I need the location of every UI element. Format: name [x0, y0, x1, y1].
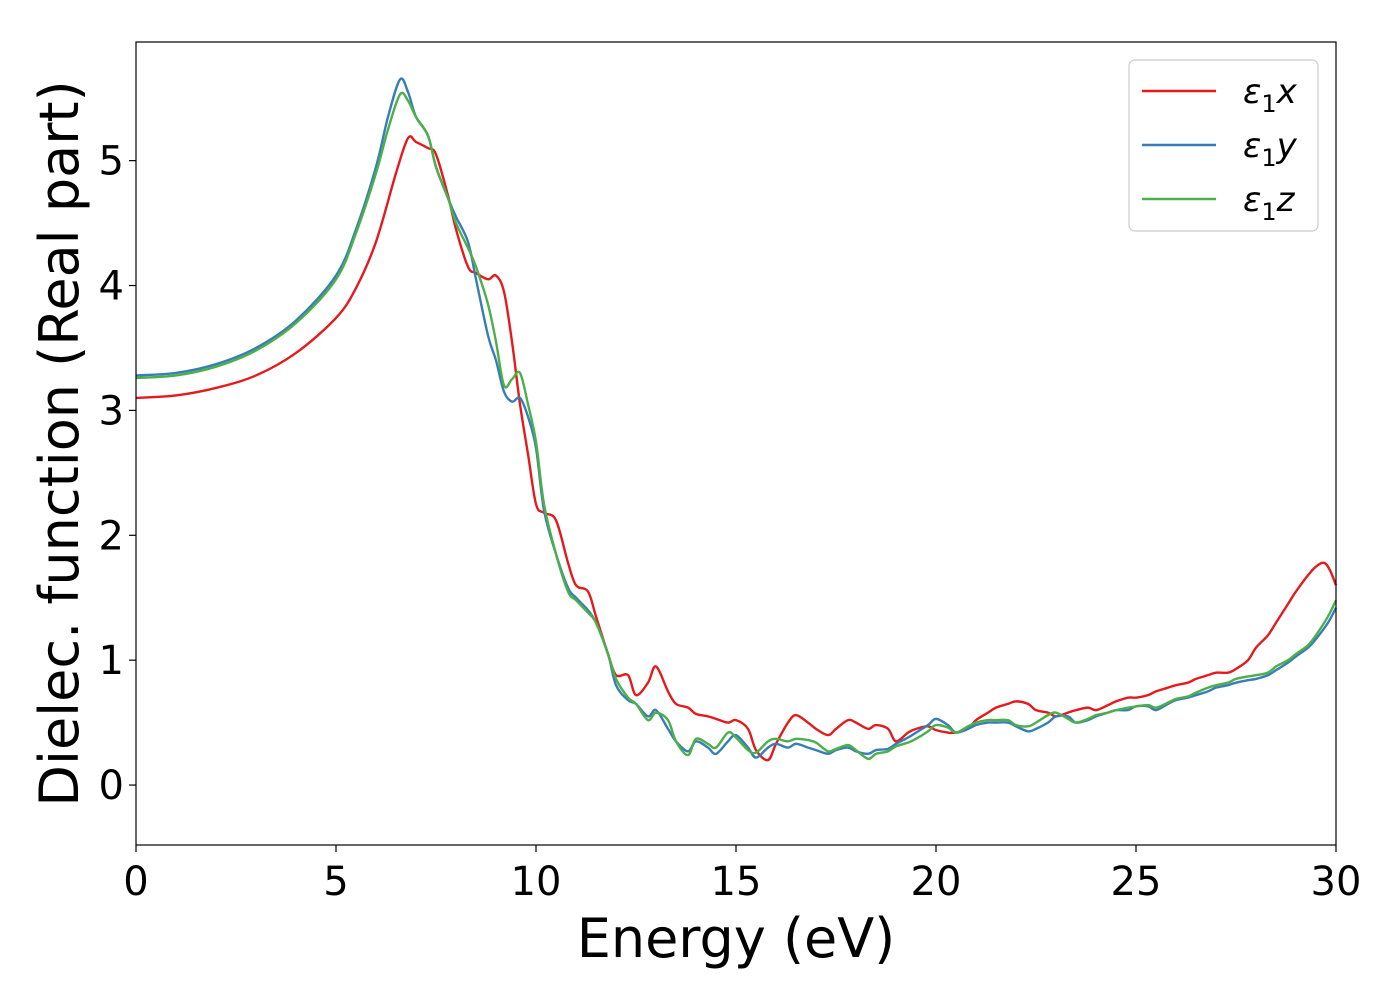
legend-label-z: ε1z	[1243, 180, 1296, 226]
legend-label-y: ε1y	[1243, 126, 1298, 172]
series-line-y	[135, 77, 1338, 759]
y-axis-title: Dielec. function (Real part)	[28, 80, 91, 806]
x-tick-label: 20	[911, 859, 962, 905]
y-tick-label: 1	[99, 638, 124, 684]
y-tick-label: 4	[99, 264, 124, 310]
x-tick-label: 10	[511, 859, 562, 905]
y-tick-label: 0	[99, 763, 124, 809]
legend: ε1x ε1y ε1z	[1128, 59, 1319, 232]
x-tick-label: 15	[711, 859, 762, 905]
y-tick-label: 5	[99, 139, 124, 185]
x-tick-label: 0	[123, 859, 148, 905]
x-axis-title: Energy (eV)	[577, 907, 896, 970]
series-line-z	[135, 91, 1338, 761]
y-tick-label: 3	[99, 388, 124, 434]
x-tick-label: 25	[1111, 859, 1162, 905]
series-layer	[135, 77, 1338, 762]
legend-label-x: ε1x	[1243, 72, 1298, 118]
series-line-x	[135, 135, 1338, 762]
x-tick-label: 5	[323, 859, 348, 905]
x-tick-label: 30	[1311, 859, 1362, 905]
y-tick-label: 2	[99, 513, 124, 559]
x-axis-ticks: 0 5 10 15 20 25 30	[123, 845, 1361, 905]
legend-box	[1128, 59, 1319, 232]
y-axis-ticks: 0 1 2 3 4 5	[99, 139, 136, 809]
